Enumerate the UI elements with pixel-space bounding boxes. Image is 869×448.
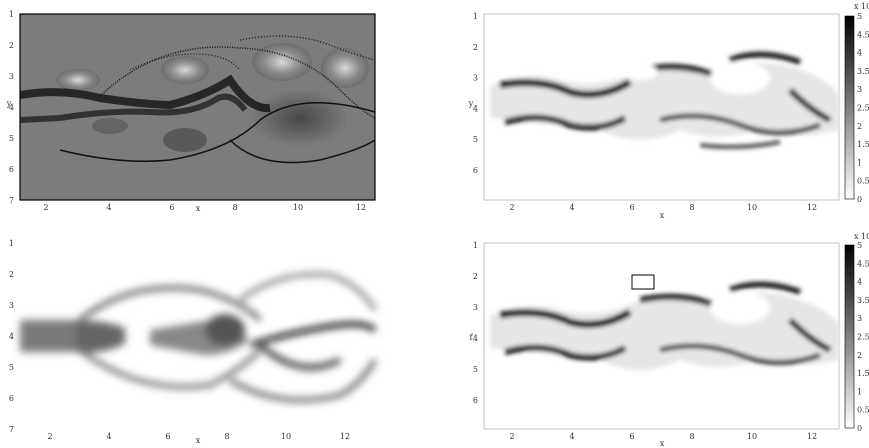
y-tick-label: 5 [473,365,478,374]
y-tick-label: 2 [9,41,14,50]
colorbar [845,245,854,428]
x-tick-label: 10 [293,203,303,212]
vortex [321,48,369,88]
x-tick-label: 12 [340,432,350,441]
x-tick-label: 8 [224,432,229,441]
y-tick-label: 3 [473,303,478,312]
y-tick-label: 6 [9,165,14,174]
x-tick-label: 4 [106,203,111,212]
x-tick-label: 2 [509,203,514,212]
x-tick-label: 2 [509,432,514,441]
x-tick-label: 4 [569,203,574,212]
x-ticks: 2 4 6 8 10 12 [43,203,366,212]
colorbar-tick-label: 5 [857,12,862,21]
y-tick-label: 1 [9,10,14,19]
colorbar-tick-label: 2.5 [857,104,869,113]
y-tick-label: 1 [473,12,478,21]
y-tick-label: 5 [473,135,478,144]
colorbar-tick-label: 2.5 [857,333,869,342]
colorbar-tick-label: 1 [857,158,862,167]
x-tick-label: 2 [47,432,52,441]
colorbar-tick-label: 2 [857,351,862,360]
y-tick-label: 3 [9,301,14,310]
x-tick-label: 12 [807,432,817,441]
colorbar-tick-label: 1.5 [857,369,869,378]
y-tick-label: 6 [9,394,14,403]
x-axis-label: x [196,436,201,445]
x-axis-label: x [660,211,665,220]
x-tick-label: 6 [169,203,174,212]
y-tick-label: 7 [9,196,14,205]
y-tick-label: 1 [9,239,14,248]
x-tick-label: 6 [629,203,634,212]
x-axis-label: x [196,204,201,213]
colorbar-tick-label: 0.5 [857,406,869,415]
x-tick-label: 8 [689,432,694,441]
y-tick-label: 6 [473,166,478,175]
y-tick-label: 5 [9,134,14,143]
colorbar-tick-label: 0 [857,195,862,204]
colorbar-ticks: 5 4.5 4 3.5 3 2.5 2 1.5 1 0.5 0 [857,12,869,204]
x-tick-label: 4 [569,432,574,441]
x-tick-label: 8 [232,203,237,212]
colorbar-ticks: 5 4.5 4 3.5 3 2.5 2 1.5 1 0.5 0 [857,241,869,433]
colorbar-tick-label: 0 [857,424,862,433]
colorbar-tick-label: 0.5 [857,177,869,186]
colorbar-tick-label: 3.5 [857,67,869,76]
vortex [56,69,100,91]
x-tick-label: 2 [43,203,48,212]
vortex [252,43,312,81]
y-tick-label: 1 [473,241,478,250]
y-tick-label: 2 [9,270,14,279]
x-tick-label: 6 [165,432,170,441]
colorbar [845,16,854,199]
y-tick-label: 3 [473,74,478,83]
vortex-dark [163,128,207,152]
x-tick-label: 8 [689,203,694,212]
x-axis-label: x [660,439,665,448]
y-tick-label: 2 [473,272,478,281]
panel-top-right: 2 4 6 8 10 12 123456 x y x 10 54.543.532.521.… [468,2,869,220]
colorbar-exponent: x 10 [854,2,869,11]
colorbar-tick-label: 3.5 [857,296,869,305]
colorbar-tick-label: 4 [857,278,862,287]
colorbar-tick-label: 4.5 [857,30,869,39]
vortex-dark [252,90,348,146]
y-axis-label: y [6,99,12,108]
colorbar-tick-label: 5 [857,241,862,250]
y-tick-label: 4 [9,332,14,341]
colorbar-tick-label: 4 [857,49,862,58]
colorbar-tick-label: 1.5 [857,140,869,149]
y-ticks: 1 2 3 4 5 6 [473,241,478,405]
x-tick-label: 4 [106,432,111,441]
colorbar-tick-label: 2 [857,122,862,131]
y-tick-label: 6 [473,396,478,405]
vortex [161,56,209,84]
x-tick-label: 10 [747,203,757,212]
y-ticks: 1 2 3 4 5 6 [473,12,478,175]
colorbar-tick-label: 1 [857,387,862,396]
x-tick-label: 12 [356,203,366,212]
vortex-dark [92,118,128,134]
y-ticks: 1 2 3 4 5 6 7 [9,239,14,434]
colorbar-tick-label: 3 [857,85,862,94]
y-axis-label: y [468,99,474,108]
x-tick-label: 12 [807,203,817,212]
colorbar-tick-label: 4.5 [857,259,869,268]
y-tick-label: 4 [473,104,478,113]
x-tick-label: 6 [629,432,634,441]
colorbar-exponent: x 10 [854,232,869,241]
y-tick-label: 5 [9,363,14,372]
y-tick-label: 2 [473,43,478,52]
y-tick-label: 3 [9,72,14,81]
y-tick-label: 4 [473,334,478,343]
x-tick-label: 10 [747,432,757,441]
x-tick-label: 10 [281,432,291,441]
y-tick-label: 7 [9,425,14,434]
colorbar-tick-label: 3 [857,314,862,323]
